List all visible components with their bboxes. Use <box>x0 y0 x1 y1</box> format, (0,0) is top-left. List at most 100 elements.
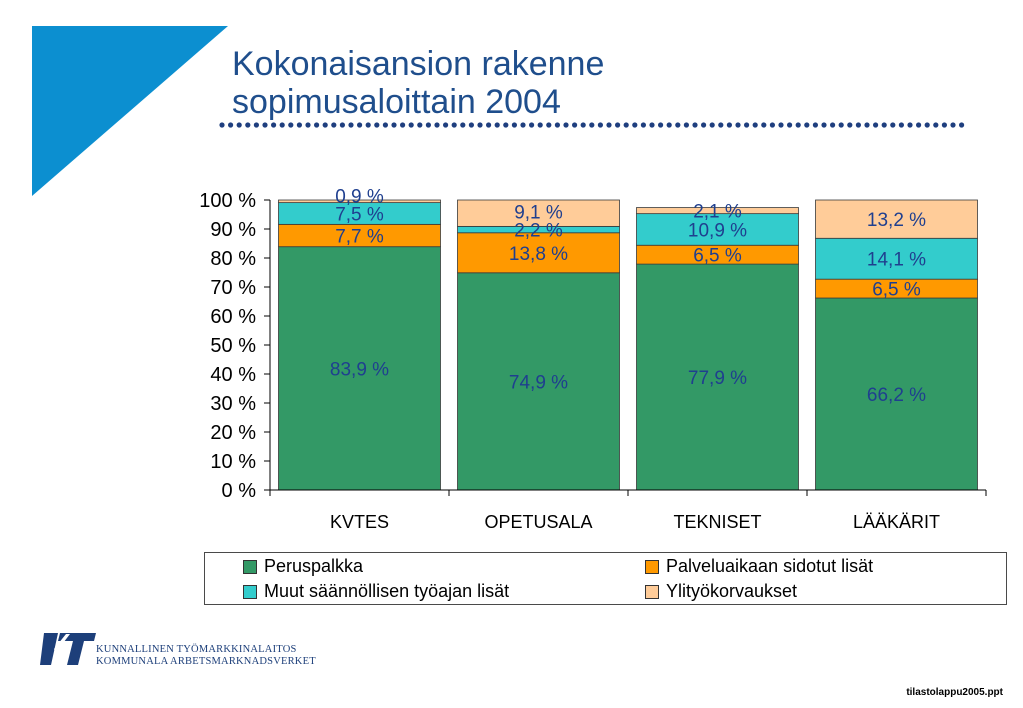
rule-dot <box>873 122 879 128</box>
rule-dot <box>425 122 431 128</box>
legend-item: Peruspalkka <box>243 556 363 577</box>
rule-dot <box>855 122 862 128</box>
data-label: 77,9 % <box>688 368 747 389</box>
data-label: 83,9 % <box>330 359 389 380</box>
legend-swatch <box>645 584 659 599</box>
y-tick-label: 70 % <box>210 277 256 299</box>
bar-segment <box>278 246 441 491</box>
rule-dot <box>494 122 500 128</box>
rule-dot <box>288 122 294 128</box>
dotted-title-rule <box>219 122 965 128</box>
y-tick-label: 60 % <box>210 306 256 328</box>
bars <box>278 199 978 491</box>
legend-item: Ylityökorvaukset <box>645 581 797 602</box>
rule-dot <box>907 122 913 128</box>
rule-dot <box>821 122 827 128</box>
rule-dot <box>468 122 474 128</box>
bar-segment <box>815 237 978 280</box>
rule-dot <box>331 122 337 128</box>
rule-dot <box>649 122 655 128</box>
rule-dot <box>357 122 363 128</box>
bar-segment <box>457 232 620 274</box>
y-tick-label: 10 % <box>210 451 256 473</box>
logo-mark-icon <box>40 633 96 665</box>
rule-dot <box>812 122 819 128</box>
slide-title-line2: sopimusaloittain 2004 <box>232 83 561 121</box>
data-label: 13,2 % <box>867 210 926 231</box>
rule-dot <box>322 122 328 128</box>
bar-segment <box>636 213 799 246</box>
rule-dot <box>572 122 578 128</box>
rule-dot <box>830 122 836 128</box>
x-tick-label: LÄÄKÄRIT <box>853 512 940 532</box>
rule-dot <box>236 122 242 128</box>
rule-dot <box>443 122 449 128</box>
rule-dot <box>314 122 320 128</box>
rule-dot <box>606 122 612 128</box>
rule-dot <box>339 122 345 128</box>
rule-dot <box>580 122 586 128</box>
rule-dot <box>391 122 397 128</box>
rule-dot <box>460 122 466 128</box>
rule-dot <box>511 122 517 128</box>
rule-dot <box>735 122 741 128</box>
legend-label: Ylityökorvaukset <box>666 581 798 601</box>
rule-dot <box>408 122 414 128</box>
bar-segment <box>457 199 620 227</box>
y-tick-label: 50 % <box>210 335 256 357</box>
data-label: 7,5 % <box>335 204 384 225</box>
rule-dot <box>916 122 922 128</box>
logo-text-line2: KOMMUNALA ARBETSMARKNADSVERKET <box>96 656 316 667</box>
rule-dot <box>262 122 268 128</box>
rule-dot <box>890 122 896 128</box>
legend-label: Palveluaikaan sidotut lisät <box>666 556 874 576</box>
rule-dot <box>640 122 646 128</box>
legend-swatch <box>645 559 659 574</box>
rule-dot <box>253 122 259 128</box>
rule-dot <box>847 122 853 128</box>
data-label: 10,9 % <box>688 220 747 241</box>
rule-dot <box>959 122 965 128</box>
data-label: 6,5 % <box>872 280 921 301</box>
rule-dot <box>486 122 492 128</box>
rule-dot <box>778 122 784 128</box>
rule-dot <box>623 122 629 128</box>
rule-dot <box>752 122 758 128</box>
legend-swatch <box>243 559 257 574</box>
y-tick-label: 90 % <box>210 219 256 241</box>
rule-dot <box>675 122 681 128</box>
x-tick-label: TEKNISET <box>673 512 761 532</box>
bar-segment <box>636 263 799 491</box>
rule-dot <box>683 122 689 128</box>
y-tick-label: 30 % <box>210 393 256 415</box>
y-tick-label: 100 % <box>199 190 256 212</box>
rule-dot <box>365 122 371 128</box>
rule-dot <box>924 122 930 128</box>
y-axis: 0 % 10 % 20 % 30 % 40 % 50 % 60 % 70 % 80 % 90 % 1… <box>199 190 271 502</box>
rule-dot <box>864 122 870 128</box>
x-axis: KVTES OPETUSALA TEKNISET LÄÄKÄRIT <box>269 489 987 532</box>
rule-dot <box>709 122 715 128</box>
rule-dot <box>400 122 406 128</box>
bar-segment <box>815 199 978 239</box>
rule-dot <box>520 122 526 128</box>
rule-dot <box>477 122 483 128</box>
bar-segment <box>636 207 799 215</box>
footer-filename: tilastolappu2005.ppt <box>906 687 1003 698</box>
rule-dot <box>271 122 277 128</box>
rule-dot <box>245 122 251 128</box>
bar-segment <box>457 272 620 491</box>
rule-dot <box>434 122 440 128</box>
rule-dot <box>529 122 535 128</box>
rule-dot <box>597 122 603 128</box>
data-label: 0,9 % <box>335 186 384 207</box>
rule-dot <box>348 122 354 128</box>
data-labels: 83,9 % 7,7 %7,5 %0,9 % 74,9 % 13,8 %2,2 %9,… <box>330 186 926 406</box>
data-label: 74,9 % <box>509 372 568 393</box>
rule-dot <box>744 122 750 128</box>
stacked-bar-chart: 0 % 10 % 20 % 30 % 40 % 50 % 60 % 70 % 80 % 90 % 1… <box>199 186 987 532</box>
rule-dot <box>219 122 225 128</box>
bar-segment <box>278 199 441 204</box>
y-tick-label: 40 % <box>210 364 256 386</box>
data-label: 2,2 % <box>514 221 563 242</box>
